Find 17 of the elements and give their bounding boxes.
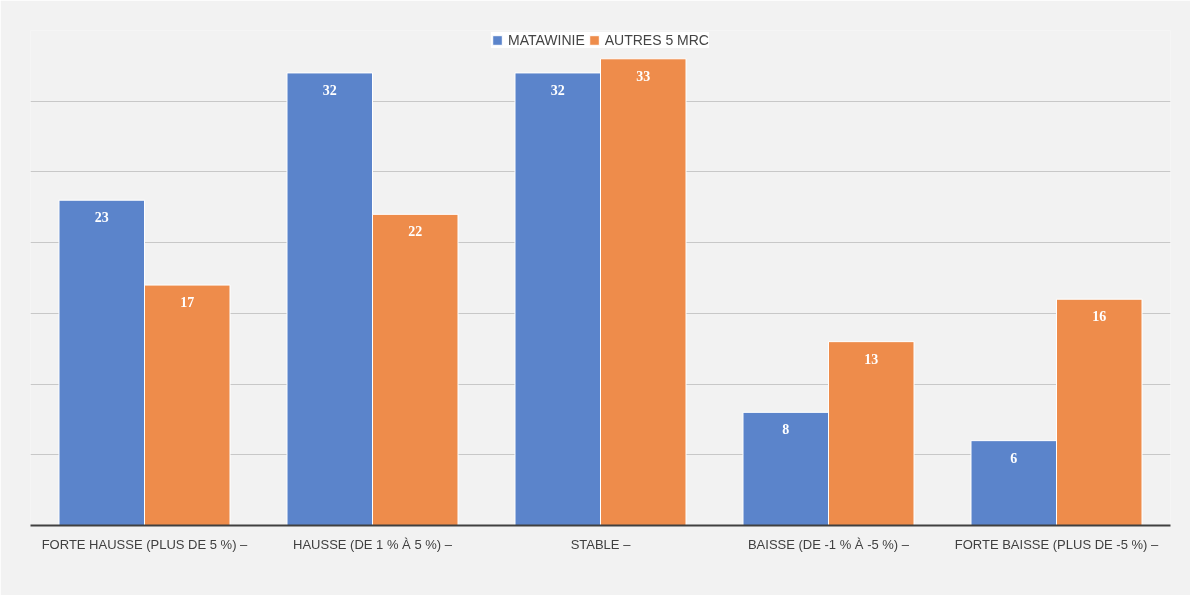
data-label: 6 xyxy=(1010,450,1018,466)
data-label: 32 xyxy=(322,82,337,98)
data-label: 16 xyxy=(1092,309,1107,325)
data-label: 13 xyxy=(864,351,879,367)
data-label: 33 xyxy=(636,68,651,84)
data-label: 32 xyxy=(550,82,565,98)
x-tick-label: STABLE – xyxy=(570,536,632,552)
x-tick-label: FORTE BAISSE (PLUS DE -5 %) – xyxy=(954,536,1160,552)
x-tick-label: FORTE HAUSSE (PLUS DE 5 %) – xyxy=(41,536,249,552)
legend-label: AUTRES 5 MRC xyxy=(604,32,709,48)
legend-label: MATAWINIE xyxy=(508,32,585,48)
data-label: 8 xyxy=(782,422,790,438)
x-tick-label: BAISSE (DE -1 % À -5 %) – xyxy=(747,536,910,552)
x-tick-label: HAUSSE (DE 1 % À 5 %) – xyxy=(293,536,453,552)
data-label: 23 xyxy=(94,210,109,226)
data-label: 22 xyxy=(408,224,423,240)
data-label: 17 xyxy=(180,295,195,311)
